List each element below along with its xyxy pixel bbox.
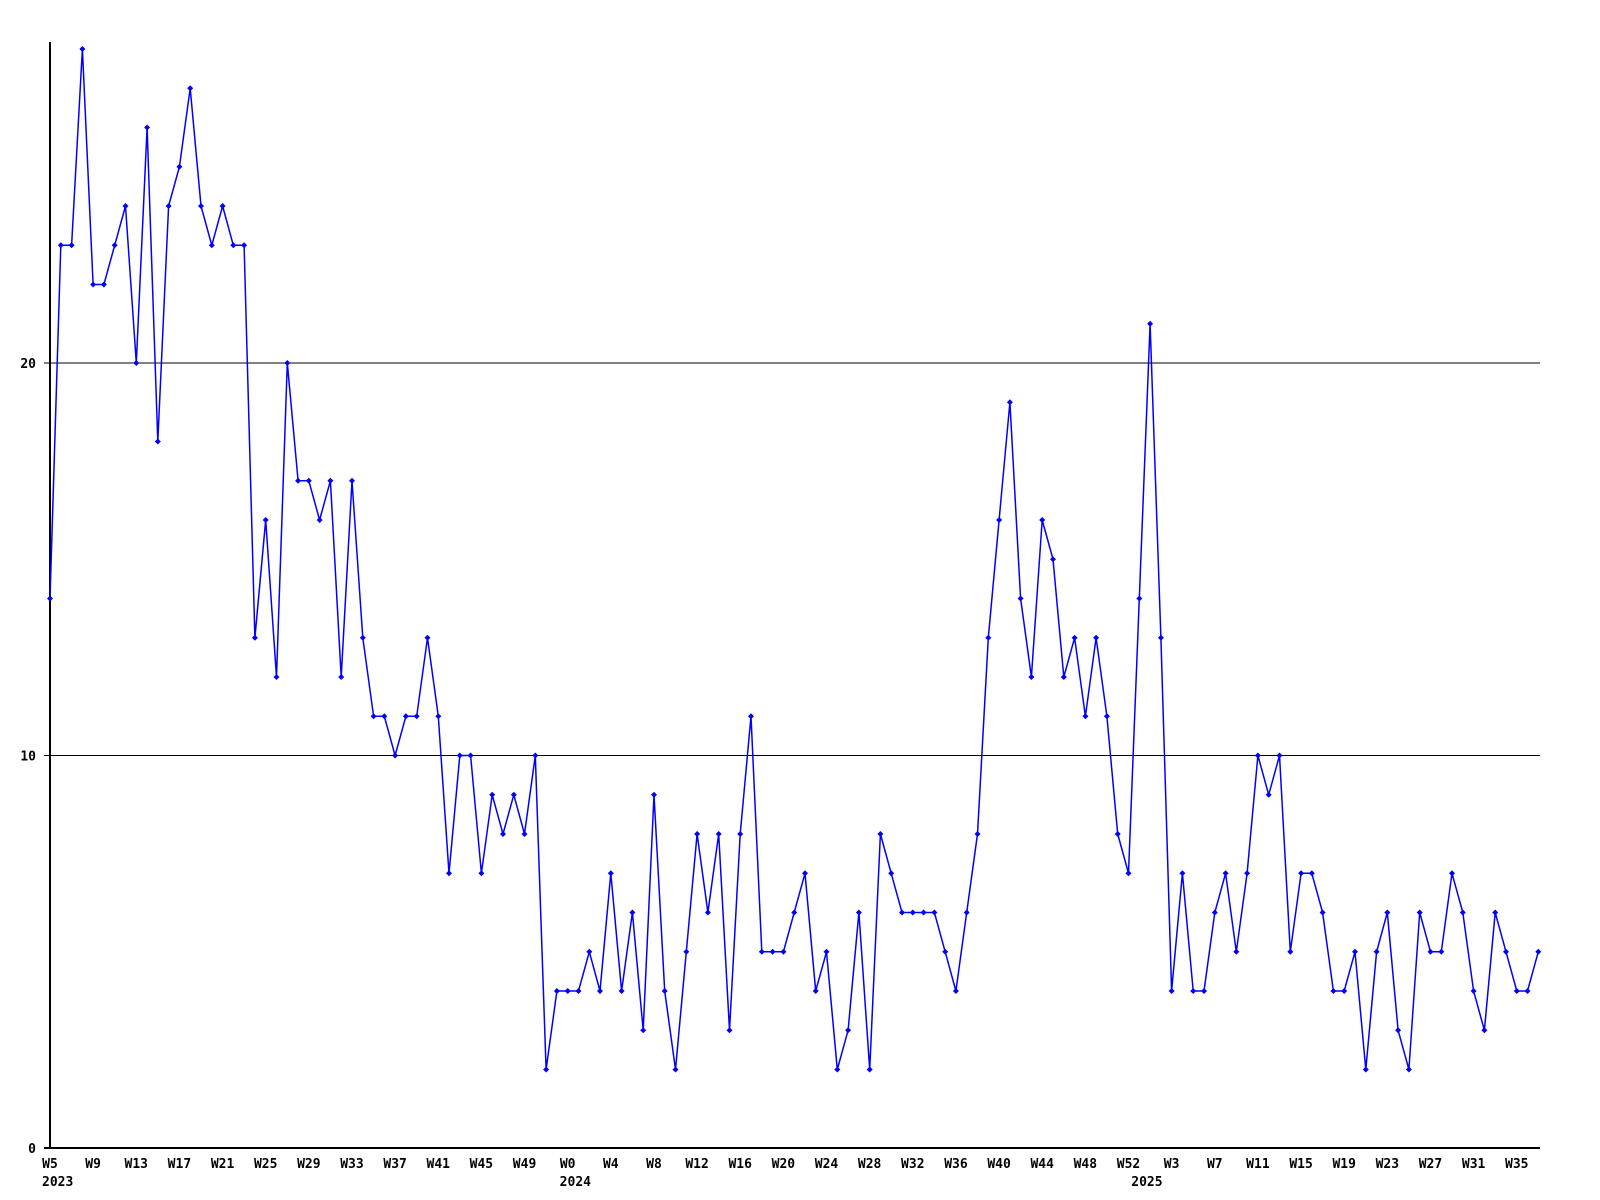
x-tick-labels: W5 W9 W13 W17 W21 W25 W29 W33 W37 W41 W45 W49 W0 W4 W8… bbox=[42, 1157, 1528, 1172]
x-tick-label-W17: W17 bbox=[168, 1157, 191, 1172]
x-tick-label-W21: W21 bbox=[211, 1157, 235, 1172]
x-tick-label-W23: W23 bbox=[1376, 1157, 1399, 1172]
y-tick-labels: 0 10 20 bbox=[20, 357, 36, 1157]
x-tick-label-W13: W13 bbox=[125, 1157, 148, 1172]
x-tick-label-W32: W32 bbox=[901, 1157, 924, 1172]
y-tick-label-10: 10 bbox=[20, 750, 36, 765]
x-tick-label-W15: W15 bbox=[1289, 1157, 1312, 1172]
x-tick-label-W44: W44 bbox=[1030, 1157, 1054, 1172]
x-tick-label-W11: W11 bbox=[1246, 1157, 1270, 1172]
x-tick-label-W41: W41 bbox=[427, 1157, 451, 1172]
x-tick-label-W49: W49 bbox=[513, 1157, 536, 1172]
x-tick-label-W3: W3 bbox=[1164, 1157, 1180, 1172]
year-labels: 2023 2024 2025 bbox=[42, 1175, 1163, 1190]
x-tick-label-W8: W8 bbox=[646, 1157, 662, 1172]
x-tick-label-W24: W24 bbox=[815, 1157, 839, 1172]
gridlines bbox=[44, 362, 1540, 756]
x-tick-label-W35: W35 bbox=[1505, 1157, 1528, 1172]
x-tick-label-W4: W4 bbox=[603, 1157, 619, 1172]
x-tick-label-W48: W48 bbox=[1074, 1157, 1098, 1172]
x-tick-label-W45: W45 bbox=[470, 1157, 493, 1172]
x-tick-label-W20: W20 bbox=[772, 1157, 796, 1172]
x-tick-label-W12: W12 bbox=[685, 1157, 708, 1172]
x-tick-label-W9: W9 bbox=[85, 1157, 101, 1172]
x-tick-label-W7: W7 bbox=[1207, 1157, 1223, 1172]
x-tick-label-W52: W52 bbox=[1117, 1157, 1140, 1172]
x-tick-label-W0: W0 bbox=[560, 1157, 576, 1172]
x-tick-label-W27: W27 bbox=[1419, 1157, 1442, 1172]
year-label-2023: 2023 bbox=[42, 1175, 73, 1190]
y-tick-label-20: 20 bbox=[20, 357, 36, 372]
series-markers bbox=[47, 46, 1542, 1073]
x-tick-label-W16: W16 bbox=[728, 1157, 752, 1172]
x-tick-label-W29: W29 bbox=[297, 1157, 320, 1172]
x-tick-label-W25: W25 bbox=[254, 1157, 277, 1172]
x-tick-label-W40: W40 bbox=[987, 1157, 1011, 1172]
x-tick-label-W33: W33 bbox=[340, 1157, 363, 1172]
x-tick-label-W19: W19 bbox=[1332, 1157, 1355, 1172]
x-tick-label-W37: W37 bbox=[383, 1157, 406, 1172]
x-tick-label-W5: W5 bbox=[42, 1157, 58, 1172]
x-tick-label-W31: W31 bbox=[1462, 1157, 1486, 1172]
year-label-2025: 2025 bbox=[1131, 1175, 1162, 1190]
x-tick-label-W36: W36 bbox=[944, 1157, 968, 1172]
x-tick-label-W28: W28 bbox=[858, 1157, 882, 1172]
y-tick-label-0: 0 bbox=[28, 1142, 36, 1157]
series-line bbox=[49, 48, 1540, 1070]
year-label-2024: 2024 bbox=[560, 1175, 591, 1190]
